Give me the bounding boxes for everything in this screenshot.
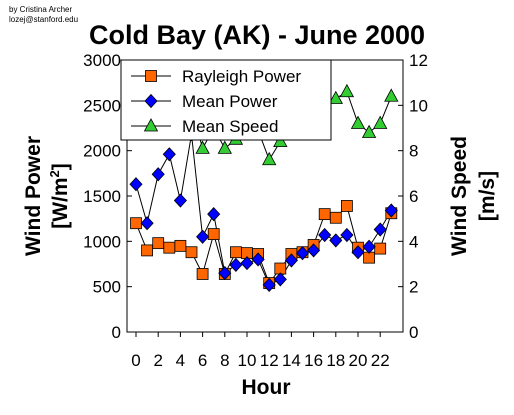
point-mean-power — [384, 203, 398, 218]
y-axis-left-unit-sup: 2 — [47, 170, 62, 177]
point-rayleigh-power — [130, 217, 142, 230]
point-rayleigh-power — [196, 268, 209, 280]
point-rayleigh-power — [174, 239, 187, 252]
y-left-tick-label: 2000 — [83, 142, 121, 161]
point-mean-power — [207, 207, 221, 222]
point-rayleigh-power — [229, 246, 242, 259]
point-rayleigh-power — [152, 237, 165, 250]
point-mean-power — [240, 256, 254, 271]
point-mean-power — [262, 277, 276, 292]
y-right-tick-label: 2 — [409, 278, 418, 297]
point-rayleigh-power — [207, 228, 220, 240]
x-tick-label: 20 — [349, 351, 368, 370]
legend-marker-mean-speed — [143, 118, 159, 132]
y-axis-right-label-main: Wind Speed — [448, 136, 471, 256]
point-mean-power — [318, 227, 332, 243]
y-axis-left-label-unit: [W/m2] — [47, 163, 72, 229]
point-rayleigh-power — [185, 246, 198, 259]
point-mean-speed — [350, 115, 366, 129]
point-mean-power — [284, 253, 298, 268]
point-mean-power — [151, 167, 165, 182]
chart-title: Cold Bay (AK) - June 2000 — [89, 20, 425, 50]
y-left-tick-label: 1500 — [83, 187, 121, 206]
y-right-tick-label: 6 — [409, 187, 418, 206]
x-tick-label: 12 — [260, 351, 279, 370]
point-mean-power — [162, 147, 176, 162]
point-mean-power — [140, 216, 154, 231]
point-mean-power — [129, 177, 143, 192]
x-tick-label: 6 — [198, 351, 207, 370]
point-mean-power — [340, 227, 354, 243]
legend: Rayleigh Power Mean Power Mean Speed — [120, 59, 332, 141]
x-tick-label: 4 — [176, 351, 185, 370]
x-axis-label: Hour — [242, 376, 291, 399]
point-mean-power — [173, 193, 187, 208]
y-right-tick-label: 8 — [409, 142, 418, 161]
y-right-tick-label: 0 — [409, 323, 418, 342]
point-mean-power — [218, 265, 232, 281]
x-tick-label: 8 — [220, 351, 229, 370]
point-mean-speed — [373, 115, 388, 129]
legend-label: Mean Power — [182, 92, 278, 111]
point-rayleigh-power — [141, 244, 154, 257]
y-right-tick-label: 12 — [409, 51, 428, 70]
y-left-tick-label: 3000 — [83, 51, 121, 70]
x-tick-label: 14 — [282, 351, 301, 370]
point-mean-power — [229, 257, 243, 272]
y-right-tick-label: 10 — [409, 96, 428, 115]
y-axis-right-label-unit: [m/s] — [476, 171, 499, 221]
point-mean-power — [196, 229, 210, 244]
legend-label: Mean Speed — [182, 117, 278, 136]
x-tick-label: 10 — [238, 351, 257, 370]
legend-label: Rayleigh Power — [182, 67, 301, 86]
point-mean-power — [362, 239, 376, 254]
legend-marker-rayleigh-power — [145, 70, 157, 82]
point-mean-power — [373, 222, 387, 237]
point-rayleigh-power — [329, 211, 342, 224]
point-rayleigh-power — [163, 241, 176, 254]
x-tick-label: 22 — [371, 351, 390, 370]
x-tick-label: 16 — [304, 351, 323, 370]
point-rayleigh-power — [318, 208, 331, 221]
point-mean-speed — [384, 88, 399, 102]
point-mean-speed — [361, 124, 377, 138]
series-layer — [128, 83, 399, 292]
point-mean-power — [329, 233, 343, 248]
point-mean-speed — [339, 83, 355, 98]
point-mean-power — [307, 243, 321, 258]
credit-line-1: by Cristina Archer — [9, 5, 72, 14]
y-left-tick-label: 500 — [93, 278, 121, 297]
point-mean-speed — [217, 140, 232, 154]
point-mean-power — [273, 272, 287, 287]
point-mean-speed — [328, 90, 343, 104]
point-mean-speed — [273, 133, 288, 148]
point-rayleigh-power — [374, 242, 387, 255]
point-mean-speed — [262, 151, 277, 166]
y-axis-left-unit-text: [W/m — [49, 177, 72, 228]
point-rayleigh-power — [340, 200, 353, 212]
point-mean-speed — [195, 140, 210, 154]
x-tick-label: 18 — [326, 351, 345, 370]
y-axis-left-unit-close: ] — [49, 163, 72, 170]
x-tick-label: 2 — [153, 351, 162, 370]
right-axis: 0 2 4 6 8 10 12 — [398, 51, 428, 342]
y-axis-left-label-main: Wind Power — [22, 136, 45, 256]
left-axis: 0 500 1000 1500 2000 2500 3000 — [83, 51, 132, 342]
point-mean-power — [251, 252, 265, 267]
y-right-tick-label: 4 — [409, 232, 418, 251]
y-left-tick-label: 0 — [112, 323, 121, 342]
point-mean-power — [351, 245, 365, 260]
y-left-tick-label: 2500 — [83, 96, 121, 115]
legend-marker-mean-power — [144, 93, 158, 109]
point-mean-power — [295, 246, 310, 261]
y-left-tick-label: 1000 — [83, 232, 121, 251]
x-axis: 0 2 4 6 8 10 12 14 16 18 20 22 — [131, 332, 390, 370]
credit-line-2: lozej@stanford.edu — [9, 15, 78, 24]
x-tick-label: 0 — [131, 351, 140, 370]
